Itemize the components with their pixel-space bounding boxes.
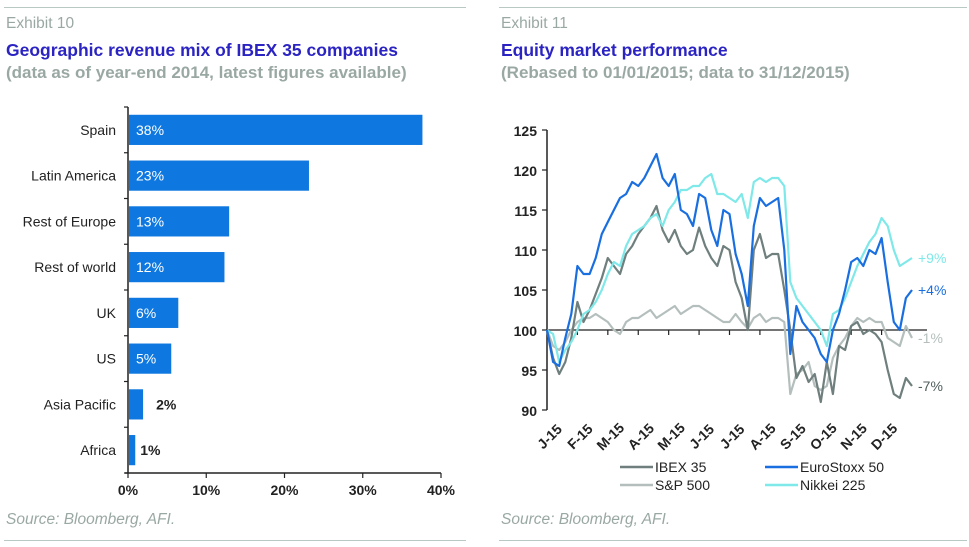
x-tick-label: A-15 [624,420,657,453]
x-tick-label: D-15 [868,420,901,453]
end-label: +4% [918,282,946,298]
series-line-s-p-500 [545,304,913,396]
y-tick-label: 120 [514,163,538,179]
bar [129,389,144,420]
bar [129,435,136,466]
data-label: 5% [136,351,156,367]
x-tick-label: M-15 [654,419,688,453]
legend-label: EuroStoxx 50 [800,459,884,475]
category-label: US [97,351,116,367]
x-tick-label: O-15 [807,420,840,453]
x-tick-label: 20% [270,482,299,498]
end-label: -7% [918,378,943,394]
x-tick-label: 0% [118,482,139,498]
x-tick-label: 10% [192,482,221,498]
category-label: Africa [80,442,116,458]
y-tick-label: 95 [521,363,537,379]
bar [129,297,179,328]
chart-subtitle: (Rebased to 01/01/2015; data to 31/12/20… [501,63,850,82]
x-tick-label: F-15 [564,420,596,452]
source-note: Source: Bloomberg, AFI. [6,511,176,528]
legend-label: Nikkei 225 [800,477,866,493]
bottom-divider [499,540,967,541]
category-label: Rest of world [34,259,116,275]
series-line-nikkei-225 [546,172,913,364]
x-tick-label: 30% [349,482,378,498]
category-label: Rest of Europe [23,213,117,229]
exhibit-11-panel: Exhibit 11 Equity market performance (Re… [495,0,969,547]
x-tick-label: 40% [427,482,456,498]
data-label: 1% [140,442,161,458]
source-note: Source: Bloomberg, AFI. [501,511,671,528]
bar [129,160,309,191]
data-label: 2% [156,396,177,412]
data-label: 12% [136,259,164,275]
category-label: Latin America [31,168,116,184]
category-label: Asia Pacific [44,396,116,412]
bar [129,206,230,237]
bar [129,343,172,374]
chart-title: Equity market performance [501,40,728,60]
category-label: Spain [80,122,116,138]
y-tick-label: 105 [514,283,538,299]
end-label: -1% [918,330,943,346]
data-label: 38% [136,122,164,138]
x-tick-label: J-15 [534,421,565,452]
exhibit-label: Exhibit 11 [501,15,568,32]
top-divider [4,7,466,8]
y-tick-label: 115 [514,203,537,219]
y-tick-label: 125 [514,123,538,139]
x-tick-label: S-15 [777,420,809,452]
y-tick-label: 110 [514,243,537,259]
bottom-divider [4,540,466,541]
x-tick-label: J-15 [686,421,717,452]
category-label: UK [97,305,117,321]
series-line-eurostoxx-50 [545,152,913,368]
bar [129,252,225,283]
bar [129,114,423,145]
y-tick-label: 90 [521,403,537,419]
data-label: 6% [136,305,156,321]
y-tick-label: 100 [514,323,538,339]
x-tick-label: A-15 [746,420,779,453]
legend-label: S&P 500 [655,477,710,493]
exhibit-10-panel: Exhibit 10 Geographic revenue mix of IBE… [0,0,480,547]
x-tick-label: J-15 [716,421,747,452]
chart-subtitle: (data as of year-end 2014, latest figure… [6,63,407,82]
end-label: +9% [918,250,946,266]
data-label: 23% [136,168,164,184]
data-label: 13% [136,213,164,229]
x-tick-label: N-15 [837,420,870,453]
top-divider [499,7,967,8]
legend-label: IBEX 35 [655,459,707,475]
bar-chart: 0% 10% 20% 30% 40% Spain 38% Latin America 23% Re… [23,106,456,498]
series-line-ibex-35 [545,204,913,404]
chart-title: Geographic revenue mix of IBEX 35 compan… [6,40,398,60]
exhibit-label: Exhibit 10 [6,15,75,32]
x-tick-label: M-15 [593,419,627,453]
